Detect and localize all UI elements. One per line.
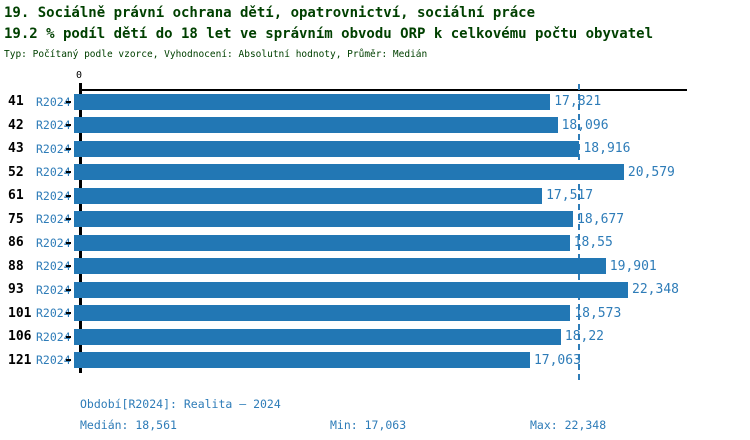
bar-value-label: 20,579 bbox=[627, 164, 675, 180]
chart-row: 52 R2024 20,579 bbox=[0, 161, 750, 185]
axis-tick bbox=[66, 218, 71, 221]
report-subtitle: 19.2 % podíl dětí do 18 let ve správním … bbox=[4, 26, 654, 42]
row-category-label: 93 bbox=[8, 282, 24, 298]
row-category-label: 52 bbox=[8, 164, 24, 180]
row-period-label: R2024 bbox=[36, 329, 71, 344]
axis-tick bbox=[66, 288, 71, 291]
axis-tick bbox=[66, 194, 71, 197]
axis-tick bbox=[66, 124, 71, 127]
row-bar-area: 18,096 bbox=[66, 114, 679, 138]
value-bar bbox=[74, 117, 558, 134]
bar-value-label: 17,517 bbox=[546, 188, 594, 204]
chart-row: 88 R2024 19,901 bbox=[0, 255, 750, 279]
period-label: Období[R2024]: Realita – 2024 bbox=[80, 397, 281, 411]
row-category-label: 88 bbox=[8, 258, 24, 274]
axis-tick bbox=[66, 147, 71, 150]
row-period-label: R2024 bbox=[36, 282, 71, 297]
value-bar bbox=[74, 281, 629, 298]
min-stat: Min: 17,063 bbox=[330, 418, 407, 432]
value-bar bbox=[74, 187, 543, 204]
chart-row: 61 R2024 17,517 bbox=[0, 184, 750, 208]
report-meta: Typ: Počítaný podle vzorce, Vyhodnocení:… bbox=[4, 49, 428, 60]
chart-row: 86 R2024 18,55 bbox=[0, 231, 750, 255]
value-bar bbox=[74, 305, 571, 322]
max-stat: Max: 22,348 bbox=[530, 418, 607, 432]
bar-value-label: 18,22 bbox=[564, 329, 605, 345]
value-bar bbox=[74, 93, 551, 110]
bar-value-label: 18,916 bbox=[583, 141, 631, 157]
row-category-label: 121 bbox=[8, 352, 32, 368]
row-bar-area: 18,573 bbox=[66, 302, 679, 326]
row-category-label: 106 bbox=[8, 329, 32, 345]
bar-value-label: 18,573 bbox=[574, 305, 622, 321]
value-bar bbox=[74, 164, 624, 181]
median-line bbox=[577, 84, 580, 380]
row-category-label: 75 bbox=[8, 211, 24, 227]
value-bar bbox=[74, 140, 580, 157]
row-bar-area: 19,901 bbox=[66, 255, 679, 279]
bar-value-label: 18,096 bbox=[561, 117, 609, 133]
value-bar bbox=[74, 211, 574, 228]
bar-value-label: 17,063 bbox=[533, 352, 581, 368]
axis-tick bbox=[66, 335, 71, 338]
bar-value-label: 22,348 bbox=[632, 282, 679, 298]
row-bar-area: 18,55 bbox=[66, 231, 679, 255]
row-period-label: R2024 bbox=[36, 141, 71, 156]
row-category-label: 101 bbox=[8, 305, 32, 321]
row-period-label: R2024 bbox=[36, 306, 71, 321]
row-category-label: 86 bbox=[8, 235, 24, 251]
row-bar-area: 22,348 bbox=[66, 278, 679, 302]
bar-value-label: 18,677 bbox=[577, 211, 625, 227]
chart-row: 93 R2024 22,348 bbox=[0, 278, 750, 302]
axis-tick bbox=[66, 312, 71, 315]
row-bar-area: 17,517 bbox=[66, 184, 679, 208]
row-period-label: R2024 bbox=[36, 118, 71, 133]
axis-tick bbox=[66, 359, 71, 362]
chart-row: 101 R2024 18,573 bbox=[0, 302, 750, 326]
chart-row: 106 R2024 18,22 bbox=[0, 325, 750, 349]
row-category-label: 42 bbox=[8, 117, 24, 133]
row-bar-area: 18,916 bbox=[66, 137, 679, 161]
row-bar-area: 17,063 bbox=[66, 349, 679, 373]
axis-tick bbox=[66, 100, 71, 103]
value-bar bbox=[74, 234, 570, 251]
chart-row: 121 R2024 17,063 bbox=[0, 349, 750, 373]
row-period-label: R2024 bbox=[36, 188, 71, 203]
axis-tick bbox=[66, 171, 71, 174]
row-period-label: R2024 bbox=[36, 94, 71, 109]
axis-tick bbox=[66, 241, 71, 244]
bar-value-label: 17,821 bbox=[554, 94, 602, 110]
row-category-label: 61 bbox=[8, 188, 24, 204]
row-category-label: 41 bbox=[8, 94, 24, 110]
median-stat: Medián: 18,561 bbox=[80, 418, 177, 432]
row-category-label: 43 bbox=[8, 141, 24, 157]
row-period-label: R2024 bbox=[36, 259, 71, 274]
row-bar-area: 18,22 bbox=[66, 325, 679, 349]
x-axis-top-line bbox=[82, 89, 687, 91]
axis-tick bbox=[66, 265, 71, 268]
row-period-label: R2024 bbox=[36, 235, 71, 250]
axis-zero-tick-label: 0 bbox=[76, 70, 83, 81]
report-title: 19. Sociálně právní ochrana dětí, opatro… bbox=[4, 5, 536, 21]
row-bar-area: 18,677 bbox=[66, 208, 679, 232]
row-period-label: R2024 bbox=[36, 353, 71, 368]
value-bar bbox=[74, 352, 530, 369]
value-bar bbox=[74, 258, 606, 275]
row-period-label: R2024 bbox=[36, 212, 71, 227]
chart-row: 75 R2024 18,677 bbox=[0, 208, 750, 232]
chart-rows: 41 R2024 17,821 42 R2024 18,096 43 R2024 18,916 5… bbox=[0, 90, 750, 372]
chart-row: 42 R2024 18,096 bbox=[0, 114, 750, 138]
chart-row: 41 R2024 17,821 bbox=[0, 90, 750, 114]
row-bar-area: 17,821 bbox=[66, 90, 679, 114]
chart-row: 43 R2024 18,916 bbox=[0, 137, 750, 161]
row-period-label: R2024 bbox=[36, 165, 71, 180]
bar-value-label: 18,55 bbox=[573, 235, 613, 251]
row-bar-area: 20,579 bbox=[66, 161, 679, 185]
bar-value-label: 19,901 bbox=[609, 258, 657, 274]
value-bar bbox=[74, 328, 561, 345]
y-axis-line bbox=[79, 83, 82, 373]
